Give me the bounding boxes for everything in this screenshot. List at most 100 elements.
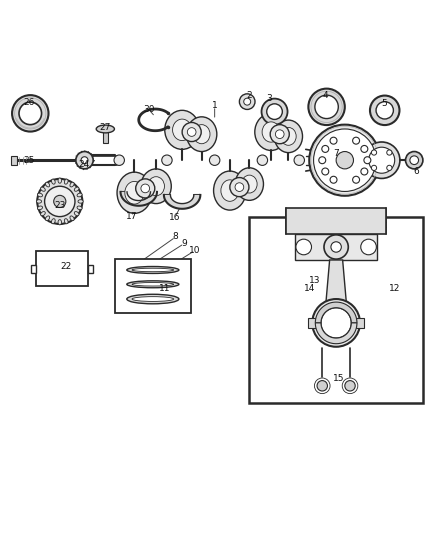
Circle shape (45, 186, 75, 216)
Text: 1: 1 (212, 101, 218, 110)
Text: 24: 24 (78, 160, 89, 169)
Circle shape (369, 147, 395, 173)
Ellipse shape (64, 179, 68, 184)
Ellipse shape (221, 180, 239, 201)
Circle shape (371, 150, 377, 155)
Circle shape (235, 183, 244, 191)
Circle shape (314, 129, 376, 191)
Circle shape (136, 179, 155, 198)
Ellipse shape (46, 216, 49, 221)
Ellipse shape (125, 181, 144, 204)
Ellipse shape (235, 168, 264, 200)
Circle shape (309, 125, 380, 196)
Ellipse shape (165, 110, 199, 149)
Circle shape (12, 95, 49, 132)
Bar (103, 129, 108, 143)
Ellipse shape (37, 193, 42, 197)
Circle shape (371, 165, 377, 171)
Circle shape (261, 99, 287, 125)
Polygon shape (325, 260, 347, 310)
Ellipse shape (242, 175, 257, 193)
Ellipse shape (127, 281, 179, 288)
Circle shape (370, 95, 399, 125)
Text: 12: 12 (389, 284, 400, 293)
Circle shape (317, 381, 328, 391)
Bar (356, 318, 364, 328)
Circle shape (319, 157, 326, 164)
Ellipse shape (74, 187, 79, 191)
Ellipse shape (127, 266, 179, 273)
Ellipse shape (214, 171, 246, 210)
Ellipse shape (41, 212, 45, 216)
Text: 6: 6 (413, 166, 419, 175)
Bar (249, 216, 423, 403)
Circle shape (353, 137, 360, 144)
Text: 10: 10 (189, 246, 201, 255)
Ellipse shape (77, 206, 82, 209)
Circle shape (322, 168, 329, 175)
Text: 16: 16 (169, 213, 180, 222)
Text: 22: 22 (61, 262, 72, 271)
Text: 5: 5 (381, 99, 387, 108)
Circle shape (257, 155, 268, 165)
Circle shape (270, 125, 289, 144)
Circle shape (37, 179, 82, 224)
Circle shape (321, 308, 351, 338)
Ellipse shape (132, 268, 173, 272)
Ellipse shape (64, 219, 68, 224)
Text: 26: 26 (23, 98, 35, 107)
Circle shape (322, 146, 329, 152)
Circle shape (361, 146, 368, 152)
Circle shape (182, 123, 201, 142)
Circle shape (361, 239, 376, 255)
Text: 4: 4 (322, 91, 328, 100)
Ellipse shape (274, 120, 303, 152)
Ellipse shape (52, 219, 55, 224)
Circle shape (308, 88, 345, 125)
Ellipse shape (96, 125, 114, 133)
Circle shape (76, 151, 93, 169)
Circle shape (406, 151, 423, 169)
Ellipse shape (37, 206, 42, 209)
Circle shape (387, 165, 392, 171)
Ellipse shape (193, 125, 210, 144)
Circle shape (19, 102, 42, 125)
Ellipse shape (132, 297, 173, 302)
Ellipse shape (255, 114, 287, 150)
Ellipse shape (74, 212, 79, 216)
Ellipse shape (70, 216, 74, 221)
Circle shape (81, 157, 88, 164)
Ellipse shape (46, 182, 49, 187)
Text: 7: 7 (333, 149, 339, 158)
Ellipse shape (187, 117, 217, 151)
Circle shape (162, 155, 172, 165)
Text: 15: 15 (332, 374, 344, 383)
Circle shape (336, 151, 353, 169)
Text: 30: 30 (143, 105, 155, 114)
Circle shape (230, 177, 249, 197)
Ellipse shape (58, 220, 61, 225)
Ellipse shape (77, 193, 82, 197)
Polygon shape (120, 192, 157, 206)
Text: 23: 23 (54, 201, 65, 210)
Ellipse shape (148, 177, 164, 196)
Circle shape (387, 150, 392, 155)
Circle shape (276, 130, 284, 139)
Bar (295, 234, 377, 260)
Ellipse shape (132, 282, 173, 286)
Text: 27: 27 (100, 123, 111, 132)
Text: 13: 13 (309, 276, 320, 285)
Circle shape (187, 128, 196, 136)
Polygon shape (245, 95, 253, 107)
Circle shape (294, 155, 304, 165)
Text: 25: 25 (23, 156, 35, 165)
Bar (31, 265, 36, 272)
Circle shape (296, 239, 311, 255)
Circle shape (364, 142, 400, 179)
Bar (36, 252, 88, 286)
Ellipse shape (58, 178, 61, 183)
Ellipse shape (141, 169, 171, 204)
Ellipse shape (127, 294, 179, 304)
Bar (11, 156, 17, 165)
Text: 2: 2 (247, 91, 252, 100)
